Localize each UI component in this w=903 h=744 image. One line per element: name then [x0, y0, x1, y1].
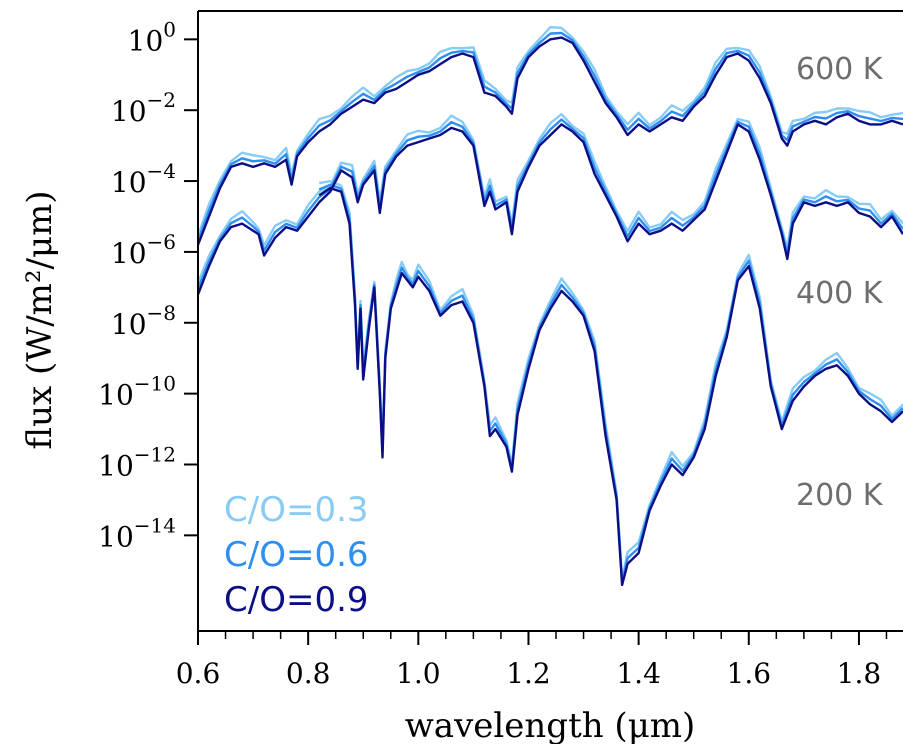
spectrum-line-600k-variant-2 — [198, 36, 903, 246]
x-tick-label: 0.8 — [286, 657, 331, 690]
x-tick-label: 1.2 — [506, 657, 551, 690]
temperature-label-600k: 600 K — [796, 52, 884, 87]
spectrum-line-600k-variant-0 — [198, 25, 903, 237]
temperature-label-400k: 400 K — [796, 276, 884, 311]
y-axis-title: flux (W/m²/μm) — [20, 190, 60, 449]
legend-entry-co-0-9: C/O=0.9 — [224, 580, 369, 620]
spectrum-line-200k-variant-1 — [318, 183, 903, 584]
y-tick-label: 10−4 — [111, 159, 176, 199]
legend-entry-co-0-6: C/O=0.6 — [224, 535, 369, 575]
y-tick-label: 10−8 — [111, 301, 176, 341]
x-tick-label: 1.0 — [396, 657, 441, 690]
temperature-label-200k: 200 K — [796, 478, 884, 513]
tick-layer: 0.6 0.8 1.0 1.2 1.4 1.6 1.8 100 10−2 10−4 10−6 10−8… — [98, 17, 888, 690]
x-tick-label: 1.6 — [727, 657, 772, 690]
spectrum-line-400k-variant-2 — [198, 123, 903, 295]
x-axis-title: wavelength (μm) — [405, 706, 696, 744]
x-tick-label: 1.4 — [616, 657, 661, 690]
y-tick-label: 10−12 — [98, 442, 176, 482]
y-tick-label: 10−14 — [98, 513, 176, 553]
y-tick-label: 10−6 — [111, 230, 176, 270]
y-tick-label: 100 — [128, 17, 176, 57]
x-tick-label: 1.8 — [837, 657, 882, 690]
x-tick-label: 0.6 — [176, 657, 221, 690]
y-tick-label: 10−10 — [98, 372, 176, 412]
series-layer — [198, 25, 903, 587]
spectrum-line-600k-variant-1 — [198, 31, 903, 242]
legend-entry-co-0-3: C/O=0.3 — [224, 490, 369, 530]
y-tick-label: 10−2 — [111, 88, 176, 128]
spectrum-line-200k-variant-0 — [318, 180, 903, 580]
spectrum-line-200k-variant-2 — [318, 186, 903, 587]
